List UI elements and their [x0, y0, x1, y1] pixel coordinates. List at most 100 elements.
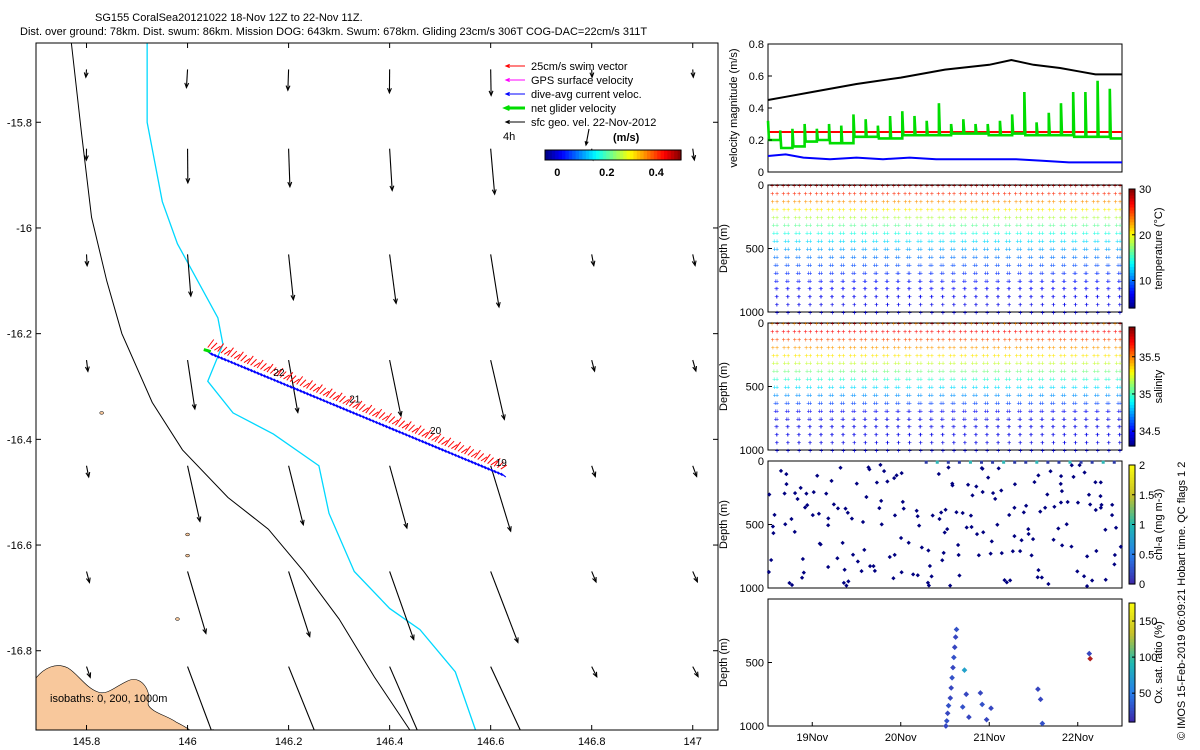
temp-point: +: [797, 262, 801, 269]
chla-point: [771, 531, 776, 536]
chla-point: [782, 491, 787, 496]
sfc-velocity-arrow-head: [691, 260, 697, 267]
sal-point: +: [830, 432, 834, 439]
temp-point: +: [819, 223, 823, 230]
sfc-velocity-arrow-shaft: [288, 359, 299, 413]
sal-point: +: [1059, 345, 1063, 352]
temp-point: +: [852, 223, 856, 230]
temp-point: +: [1103, 207, 1107, 214]
temp-point: +: [786, 294, 790, 301]
chla-point: [1002, 578, 1007, 583]
sal-point: +: [985, 369, 989, 376]
sal-point: +: [819, 353, 823, 360]
temp-point: +: [1085, 310, 1089, 317]
sal-point: +: [930, 416, 934, 423]
sfc-velocity-arrow-shaft: [692, 254, 696, 266]
sal-point: +: [837, 337, 841, 344]
temp-point: +: [828, 247, 832, 254]
chla-point: [986, 475, 991, 480]
temp-point: +: [930, 215, 934, 222]
chl-y-tick-label: 500: [746, 520, 764, 532]
temp-point: +: [1095, 294, 1099, 301]
temp-point: +: [772, 223, 776, 230]
sal-point: +: [830, 337, 834, 344]
sal-point: +: [864, 329, 868, 336]
sal-colorbar-segment: [1129, 371, 1135, 376]
temp-point: +: [870, 199, 874, 206]
chla-point: [941, 550, 946, 555]
salinity-section-chart: ++++++++++++++++++++++++++++++++++ ++++++…: [718, 318, 1165, 457]
sal-point: +: [930, 385, 934, 392]
temp-point: +: [963, 294, 967, 301]
temp-point: +: [1041, 270, 1045, 277]
sal-point: +: [1029, 408, 1033, 415]
sal-point: +: [1007, 329, 1011, 336]
sfc-velocity-arrow: [691, 148, 697, 162]
sal-point: +: [1038, 377, 1042, 384]
temp-point: +: [985, 183, 989, 190]
temp-point: +: [930, 199, 934, 206]
sal-point: +: [1106, 416, 1110, 423]
chl-colorbar-segment: [1129, 566, 1135, 570]
temp-point: +: [1083, 262, 1087, 269]
sal-point: +: [952, 345, 956, 352]
sal-point: +: [836, 321, 840, 328]
sal-point: +: [850, 392, 854, 399]
temp-point: +: [1049, 247, 1053, 254]
sal-point: +: [1041, 392, 1045, 399]
temp-point: +: [851, 278, 855, 285]
swim-vector: [451, 444, 458, 449]
chla-point: [801, 570, 806, 575]
sal-point: +: [1018, 369, 1022, 376]
temp-point: +: [984, 286, 988, 293]
temp-point: +: [937, 199, 941, 206]
temp-colorbar-segment: [1129, 266, 1135, 270]
temp-point: +: [1007, 223, 1011, 230]
temp-point: +: [930, 286, 934, 293]
sal-point: +: [897, 400, 901, 407]
swim-vector: [299, 379, 307, 387]
temp-point: +: [952, 310, 956, 317]
sal-point: +: [919, 345, 923, 352]
dac-vector: [227, 359, 233, 365]
oxy-colorbar-segment: [1129, 686, 1135, 690]
temp-point: +: [881, 191, 885, 198]
oxygen-point: [951, 654, 957, 661]
sal-point: +: [1041, 400, 1045, 407]
sal-point: +: [904, 345, 908, 352]
chla-point: [1036, 568, 1041, 573]
sfc-velocity-arrow: [288, 254, 296, 302]
oxy-colorbar-segment: [1129, 707, 1135, 711]
temp-point: +: [952, 262, 956, 269]
sal-point: +: [819, 361, 823, 368]
temp-point: +: [908, 310, 912, 317]
temp-point: +: [808, 239, 812, 246]
chl-colorbar-segment: [1129, 575, 1135, 579]
sal-point: +: [993, 377, 997, 384]
temp-point: +: [864, 191, 868, 198]
sal-point: +: [904, 361, 908, 368]
temp-point: +: [863, 302, 867, 309]
temp-point: +: [850, 254, 854, 261]
sal-colorbar-segment: [1129, 368, 1135, 373]
map-background: [36, 43, 718, 730]
temp-point: +: [841, 199, 845, 206]
sfc-velocity-arrow: [389, 254, 398, 305]
sal-point: +: [819, 448, 823, 455]
temp-point: +: [996, 215, 1000, 222]
sal-point: +: [914, 321, 918, 328]
dac-vector: [418, 438, 424, 444]
temp-point: +: [1051, 294, 1055, 301]
sal-point: +: [852, 377, 856, 384]
sal-point: +: [974, 440, 978, 447]
sal-point: +: [972, 400, 976, 407]
chla-point: [937, 516, 942, 522]
sal-point: +: [837, 345, 841, 352]
sfc-velocity-arrow: [690, 69, 696, 79]
sal-point: +: [863, 448, 867, 455]
sal-point: +: [1007, 361, 1011, 368]
temp-point: +: [1029, 302, 1033, 309]
sfc-velocity-arrow-head: [691, 155, 697, 162]
dac-vector: [381, 423, 388, 429]
